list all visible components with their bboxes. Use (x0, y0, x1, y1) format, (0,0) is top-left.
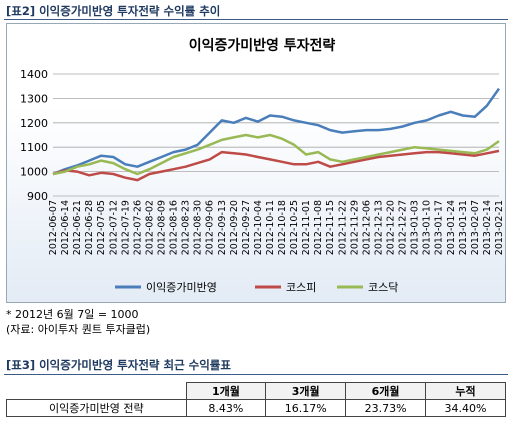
x-tick-label: 2012-11-22 (337, 200, 348, 255)
y-tick-label: 1200 (20, 117, 48, 130)
x-tick-label: 2012-10-25 (289, 200, 300, 255)
legend-label: 이익증가미반영 (146, 281, 217, 294)
return-1m: 8.43% (185, 399, 267, 417)
header-cell-6m: 6개월 (345, 382, 427, 400)
y-tick-label: 1400 (20, 68, 48, 81)
x-tick-label: 2012-11-29 (349, 200, 360, 255)
x-tick-label: 2012-11-01 (301, 200, 312, 255)
x-tick-label: 2012-06-14 (60, 200, 71, 255)
returns-table: 1개월 3개월 6개월 누적 이익증가미반영 전략 8.43% 16.17% 2… (6, 382, 506, 417)
source-note: (자료: 아이투자 퀀트 투자클럽) (6, 323, 151, 336)
x-tick-label: 2012-09-27 (241, 200, 252, 255)
x-tick-label: 2012-10-11 (265, 200, 276, 255)
x-tick-label: 2012-08-16 (169, 200, 180, 255)
x-tick-label: 2012-10-04 (253, 200, 264, 255)
x-tick-label: 2012-07-12 (108, 200, 119, 255)
header-cell-cumulative: 누적 (425, 382, 506, 400)
legend-label: 코스닥 (368, 281, 398, 294)
series-line (52, 87, 501, 176)
x-tick-label: 2012-12-06 (361, 200, 372, 255)
x-tick-label: 2012-06-07 (48, 200, 59, 255)
row-label: 이익증가미반영 전략 (6, 399, 187, 417)
y-tick-label: 1300 (20, 92, 48, 105)
series-line (52, 133, 500, 176)
footnote: * 2012년 6월 7일 = 1000 (6, 308, 139, 321)
x-tick-label: 2013-01-31 (458, 200, 469, 255)
x-tick-label: 2012-08-23 (181, 200, 192, 255)
y-tick-label: 900 (27, 190, 48, 203)
line-chart: 이익증가미반영 투자전략 900 1000 1100 1200 1300 1400 201… (20, 37, 505, 294)
x-tick-label: 2012-06-28 (84, 200, 95, 255)
grid-lines (53, 73, 499, 197)
x-tick-label: 2012-12-20 (386, 200, 397, 255)
chart-panel: 이익증가미반영 투자전략 900 1000 1100 1200 1300 1400 201… (6, 23, 506, 303)
chart-legend: 이익증가미반영 코스피 코스닥 (115, 281, 398, 294)
y-tick-label: 1100 (20, 141, 48, 154)
x-tick-label: 2012-09-13 (217, 200, 228, 255)
table-heading-divider (4, 374, 508, 375)
section-heading: [표2] 이익증가미반영 투자전략 수익률 추이 (6, 4, 221, 18)
x-tick-label: 2013-02-21 (494, 200, 505, 255)
return-6m: 23.73% (345, 399, 427, 417)
table-row: 이익증가미반영 전략 8.43% 16.17% 23.73% 34.40% (6, 399, 506, 417)
x-tick-label: 2013-01-24 (446, 200, 457, 255)
x-tick-label: 2013-02-14 (482, 200, 493, 255)
y-tick-label: 1000 (20, 166, 48, 179)
x-tick-label: 2012-12-27 (398, 200, 409, 255)
x-tick-label: 2012-07-26 (132, 200, 143, 255)
x-tick-label: 2012-07-19 (120, 200, 131, 255)
return-cumulative: 34.40% (425, 399, 506, 417)
series-line (52, 149, 500, 182)
x-tick-label: 2012-07-05 (96, 200, 107, 255)
x-axis-ticks: 2012-06-07 2012-06-14 2012-06-21 2012-06-28… (48, 200, 505, 255)
x-tick-label: 2012-06-21 (72, 200, 83, 255)
header-cell-1m: 1개월 (185, 382, 267, 400)
return-3m: 16.17% (265, 399, 347, 417)
x-tick-label: 2012-12-13 (373, 200, 384, 255)
x-tick-label: 2013-01-03 (410, 200, 421, 255)
x-tick-label: 2012-08-09 (156, 200, 167, 255)
header-cell-empty (6, 382, 187, 400)
heading-divider (4, 19, 508, 20)
x-tick-label: 2012-10-18 (277, 200, 288, 255)
series-lines (52, 87, 501, 182)
x-tick-label: 2012-09-06 (205, 200, 216, 255)
x-tick-label: 2013-01-17 (434, 200, 445, 255)
x-tick-label: 2013-01-10 (422, 200, 433, 255)
x-tick-label: 2012-09-20 (229, 200, 240, 255)
y-axis-ticks: 900 1000 1100 1200 1300 1400 (20, 68, 48, 203)
header-cell-3m: 3개월 (265, 382, 347, 400)
x-tick-label: 2012-11-08 (313, 200, 324, 255)
x-tick-label: 2012-11-15 (325, 200, 336, 255)
table-heading: [표3] 이익증가미반영 투자전략 최근 수익률표 (6, 358, 231, 372)
x-tick-label: 2012-08-02 (144, 200, 155, 255)
x-tick-label: 2013-02-07 (470, 200, 481, 255)
x-tick-label: 2012-08-30 (193, 200, 204, 255)
chart-title: 이익증가미반영 투자전략 (189, 37, 336, 54)
returns-table-header: 1개월 3개월 6개월 누적 (6, 382, 506, 400)
legend-label: 코스피 (286, 281, 316, 294)
